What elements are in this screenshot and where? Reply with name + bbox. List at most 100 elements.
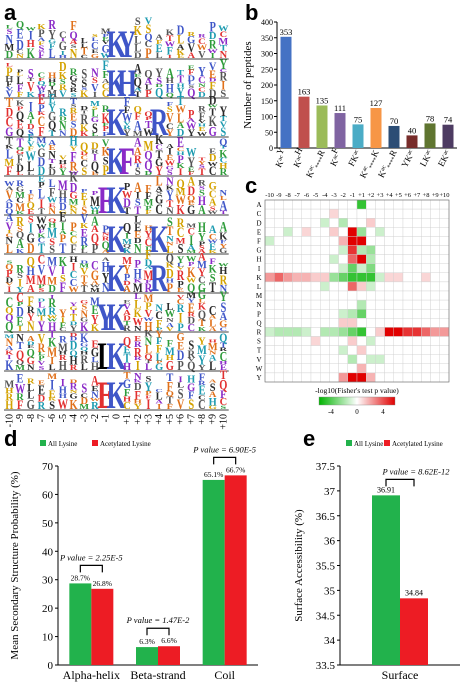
enriched-residue-glyph: E [97, 375, 114, 418]
y-tick-label: 37 [324, 486, 336, 498]
residue-glyph: Y [155, 165, 163, 178]
residue-glyph: L [134, 215, 141, 225]
residue-glyph: D [48, 284, 56, 295]
residue-glyph: I [29, 118, 34, 125]
residue-glyph: Q [144, 68, 152, 81]
residue-glyph: A [91, 213, 99, 229]
heatmap-cell [292, 318, 302, 328]
heatmap-cell [411, 281, 422, 292]
heatmap-cell [329, 299, 339, 310]
heatmap-cell [264, 299, 275, 310]
residue-glyph: S [81, 380, 87, 396]
motif-logo-row: GCDTQEQPKSDIAIFCKPETQGYENNDRDSERSTKKRTDL… [4, 91, 229, 144]
heatmap-cell [393, 299, 404, 310]
y-tick-label: 30 [42, 575, 54, 587]
colorbar-title: -log10(Fisher's test p value) [315, 386, 399, 395]
residue-glyph: M [37, 307, 47, 318]
heatmap-cell [319, 345, 330, 355]
residue-glyph: C [38, 113, 46, 129]
heatmap-cell [439, 263, 450, 273]
residue-glyph: F [6, 81, 12, 89]
residue-glyph: H [144, 224, 152, 232]
residue-glyph: Q [219, 136, 227, 148]
residue-glyph: V [177, 266, 185, 271]
heatmap-cell [439, 208, 450, 219]
heatmap-cell [402, 199, 413, 210]
residue-glyph: K [219, 148, 227, 161]
heatmap-cell [430, 308, 441, 319]
heatmap-column-label: +10 [439, 192, 449, 199]
residue-glyph: T [81, 110, 89, 115]
heatmap-cell [421, 208, 431, 219]
heatmap-cell [329, 263, 339, 273]
heatmap-cell [365, 299, 376, 310]
residue-glyph: Y [187, 297, 195, 304]
heatmap-cell [356, 345, 367, 355]
heatmap-cell [439, 199, 450, 210]
residue-glyph: L [27, 383, 34, 394]
residue-glyph: F [6, 165, 12, 178]
heatmap-cell [411, 290, 422, 301]
panel-label-c: c [245, 173, 258, 198]
residue-glyph: N [48, 206, 56, 217]
residue-glyph: R [123, 125, 132, 131]
residue-glyph: L [27, 158, 34, 174]
enriched-residue-glyph: K [149, 219, 169, 262]
heatmap-cell [430, 272, 441, 283]
residue-glyph: R [134, 154, 142, 166]
residue-glyph: G [176, 331, 184, 344]
position-tick-label: -10 [4, 414, 15, 427]
residue-glyph: T [220, 210, 228, 215]
y-tick-label: 36 [324, 536, 336, 548]
residue-glyph: N [134, 372, 142, 382]
heatmap-cell [402, 336, 413, 346]
heatmap-cell [430, 218, 441, 228]
heatmap-row-label: G [256, 247, 261, 255]
heatmap-cell [338, 254, 348, 264]
residue-glyph: E [81, 227, 88, 240]
heatmap-cell [310, 245, 321, 255]
residue-glyph: N [166, 241, 174, 247]
residue-glyph: S [28, 66, 34, 82]
residue-glyph: P [102, 125, 109, 133]
residue-glyph: G [187, 381, 196, 393]
heatmap-cell [421, 290, 431, 301]
residue-glyph: C [16, 290, 24, 306]
residue-glyph: D [177, 347, 185, 363]
residue-glyph: P [209, 19, 216, 35]
residue-glyph: I [7, 285, 11, 295]
residue-glyph: T [38, 208, 46, 217]
heatmap-cell [264, 263, 275, 273]
heatmap-cell [274, 354, 284, 364]
heatmap-cell [375, 254, 385, 264]
residue-glyph: S [210, 272, 216, 285]
residue-glyph: F [156, 343, 163, 355]
residue-glyph: S [39, 44, 45, 54]
heatmap-cell [411, 299, 422, 310]
residue-glyph: G [69, 305, 78, 311]
residue-glyph: F [70, 242, 76, 256]
residue-glyph: S [199, 185, 205, 191]
residue-glyph: D [80, 150, 88, 156]
residue-glyph: C [155, 201, 163, 217]
residue-glyph: L [6, 242, 13, 256]
heatmap-cell [421, 263, 431, 273]
residue-glyph: D [177, 128, 185, 139]
heatmap-cell [365, 218, 376, 228]
bar-value-label: 28.7% [71, 573, 90, 582]
residue-glyph: S [167, 106, 173, 115]
residue-glyph: L [145, 83, 152, 91]
residue-glyph: A [198, 203, 206, 217]
residue-glyph: D [166, 265, 174, 281]
heatmap-cell [421, 227, 431, 237]
residue-glyph: L [177, 110, 184, 126]
heatmap-cell [329, 236, 339, 246]
residue-glyph: D [145, 169, 153, 177]
residue-glyph: V [198, 49, 206, 61]
heatmap-cell [283, 272, 293, 283]
residue-glyph: K [80, 123, 88, 133]
residue-glyph: P [60, 233, 67, 245]
residue-glyph: F [220, 239, 226, 245]
residue-glyph: Y [59, 308, 67, 320]
